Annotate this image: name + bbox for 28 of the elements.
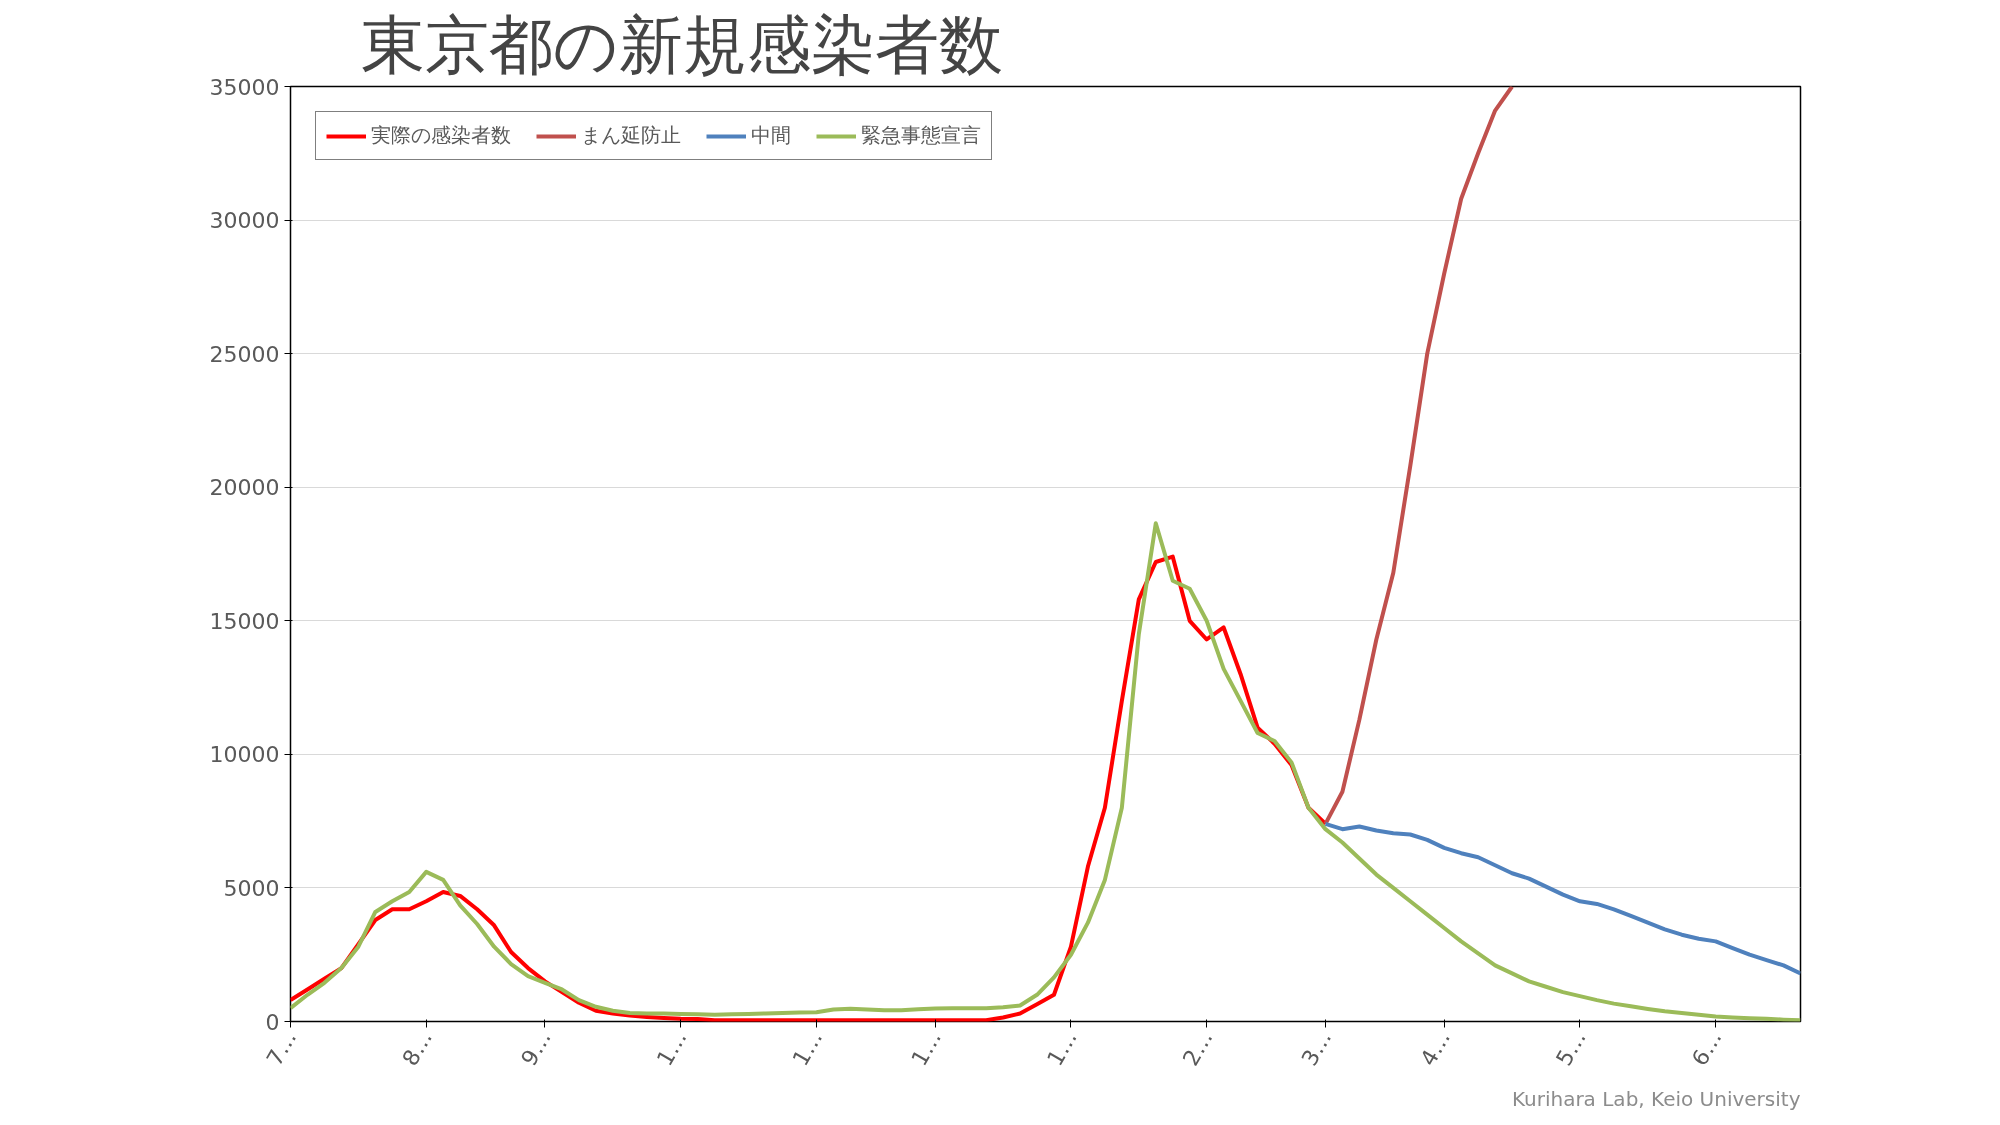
line-series <box>1323 86 1515 826</box>
legend-label: 中間 <box>751 122 791 149</box>
y-tick-label: 30000 <box>209 208 280 234</box>
y-tick-label: 20000 <box>209 475 280 501</box>
x-tick-label: 5… <box>1551 1026 1591 1070</box>
x-tick-label: 1… <box>651 1026 692 1070</box>
line-series <box>290 521 1801 1022</box>
x-tick-label: 6… <box>1686 1026 1727 1070</box>
legend-label: 実際の感染者数 <box>371 122 511 149</box>
x-tick-label: 8… <box>397 1026 438 1070</box>
x-tick-label: 1… <box>906 1026 947 1070</box>
chart-title: 東京都の新規感染者数 <box>360 7 1003 82</box>
y-tick-label: 35000 <box>209 74 280 100</box>
text: Kurihara Lab, Keio University <box>1511 1086 1801 1111</box>
line-series <box>1323 821 1801 976</box>
x-tick-label: 1… <box>787 1026 828 1070</box>
y-tick-label: 0 <box>265 1009 280 1035</box>
y-tick-label: 25000 <box>209 341 280 367</box>
x-tick-label: 3… <box>1296 1026 1337 1070</box>
x-tick-label: 9… <box>516 1026 556 1070</box>
x-tick-label: 4… <box>1415 1026 1456 1070</box>
legend-label: まん延防止 <box>581 122 681 149</box>
y-tick-label: 10000 <box>209 742 280 768</box>
x-tick-label: 1… <box>1042 1026 1082 1070</box>
x-tick-label: 2… <box>1177 1026 1218 1070</box>
y-tick-label: 15000 <box>209 608 280 634</box>
y-tick-label: 5000 <box>223 875 280 901</box>
legend-label: 緊急事態宣言 <box>861 122 981 149</box>
